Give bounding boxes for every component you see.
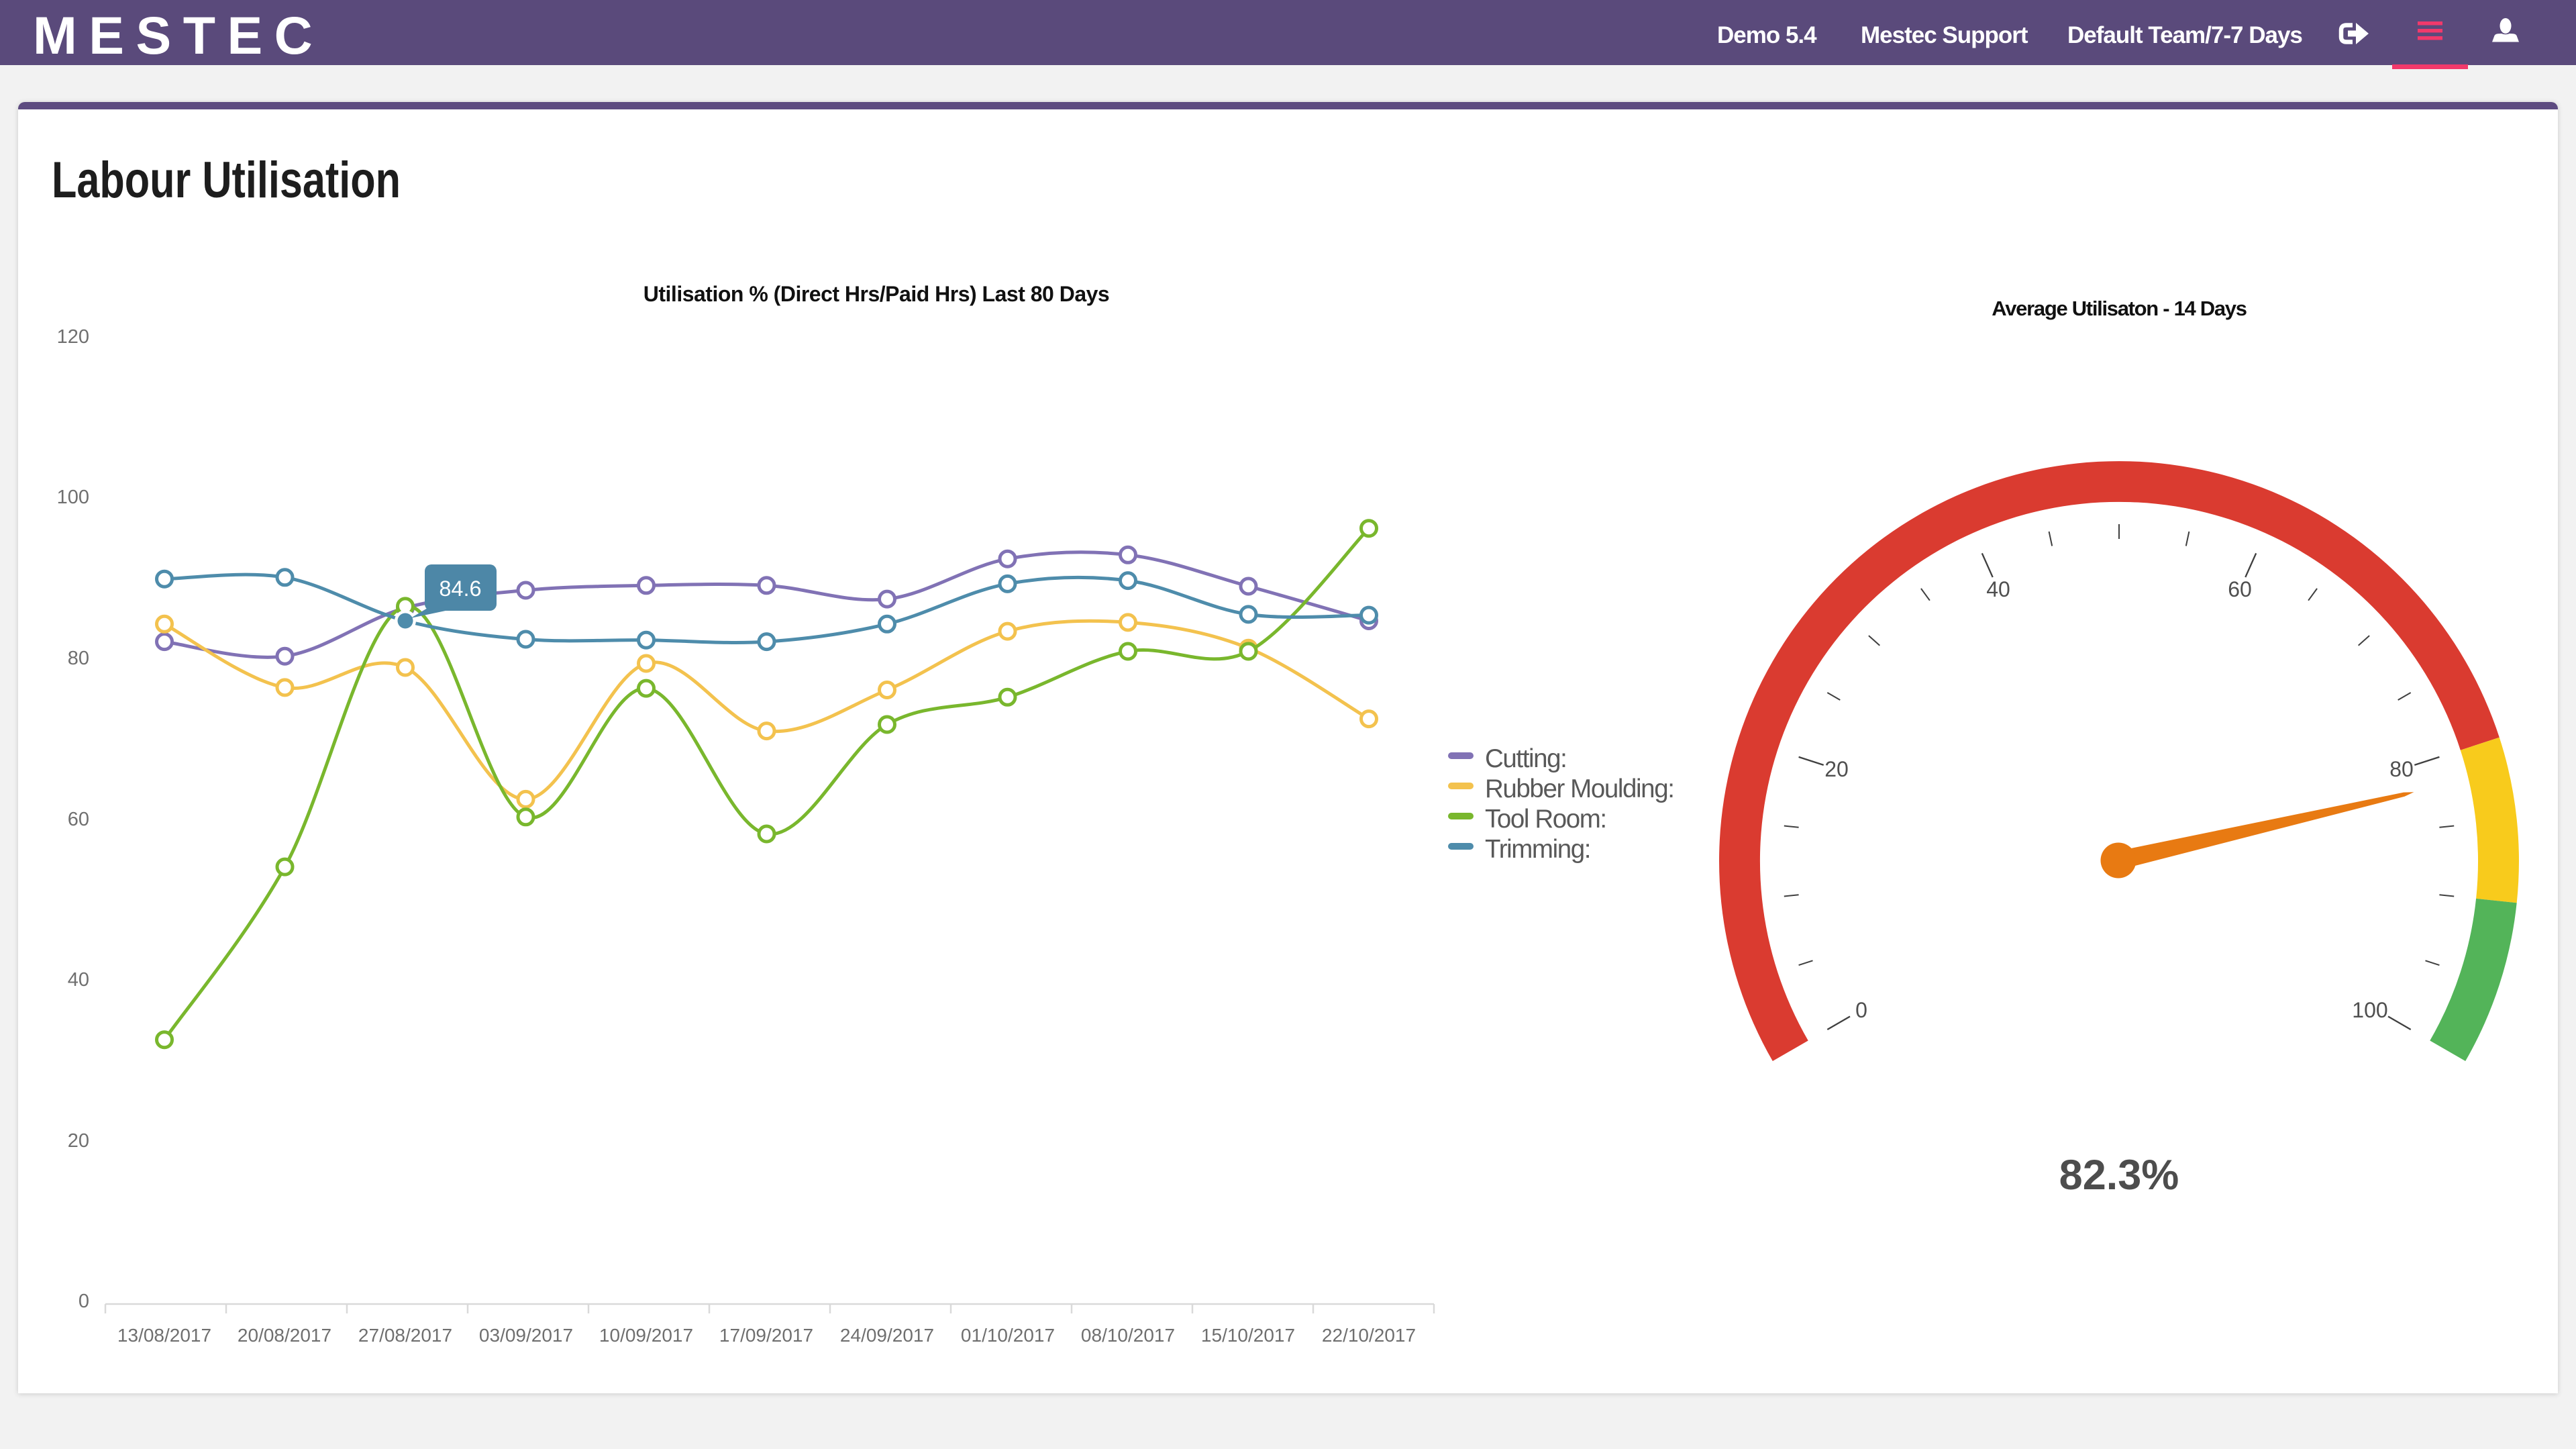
svg-text:27/08/2017: 27/08/2017 <box>358 1325 452 1346</box>
svg-text:Cutting:: Cutting: <box>1485 744 1566 773</box>
svg-text:Utilisation % (Direct Hrs/Paid: Utilisation % (Direct Hrs/Paid Hrs) Last… <box>643 282 1109 306</box>
svg-text:10/09/2017: 10/09/2017 <box>599 1325 693 1346</box>
svg-text:13/08/2017: 13/08/2017 <box>117 1325 211 1346</box>
svg-text:120: 120 <box>57 326 89 348</box>
svg-text:03/09/2017: 03/09/2017 <box>479 1325 573 1346</box>
svg-text:15/10/2017: 15/10/2017 <box>1201 1325 1295 1346</box>
svg-text:80: 80 <box>2389 757 2414 781</box>
svg-text:Rubber Moulding:: Rubber Moulding: <box>1485 775 1674 803</box>
svg-text:100: 100 <box>57 487 89 508</box>
svg-text:17/09/2017: 17/09/2017 <box>719 1325 813 1346</box>
svg-text:20: 20 <box>68 1130 89 1152</box>
svg-text:Tool Room:: Tool Room: <box>1485 805 1606 834</box>
svg-text:20: 20 <box>1824 757 1849 781</box>
svg-text:82.3%: 82.3% <box>2059 1152 2179 1199</box>
svg-text:80: 80 <box>68 648 89 669</box>
svg-text:100: 100 <box>2352 998 2387 1022</box>
svg-text:40: 40 <box>68 969 89 991</box>
svg-text:Average Utilisaton - 14 Days: Average Utilisaton - 14 Days <box>1992 297 2246 320</box>
svg-text:08/10/2017: 08/10/2017 <box>1081 1325 1175 1346</box>
svg-text:01/10/2017: 01/10/2017 <box>961 1325 1055 1346</box>
svg-text:24/09/2017: 24/09/2017 <box>840 1325 934 1346</box>
svg-text:84.6: 84.6 <box>439 577 481 601</box>
svg-text:0: 0 <box>1855 998 1867 1022</box>
svg-text:22/10/2017: 22/10/2017 <box>1322 1325 1416 1346</box>
svg-text:40: 40 <box>1986 577 2010 601</box>
svg-text:0: 0 <box>79 1291 89 1312</box>
svg-text:20/08/2017: 20/08/2017 <box>238 1325 331 1346</box>
svg-text:Trimming:: Trimming: <box>1485 835 1590 864</box>
svg-text:60: 60 <box>68 809 89 830</box>
svg-text:60: 60 <box>2228 577 2252 601</box>
